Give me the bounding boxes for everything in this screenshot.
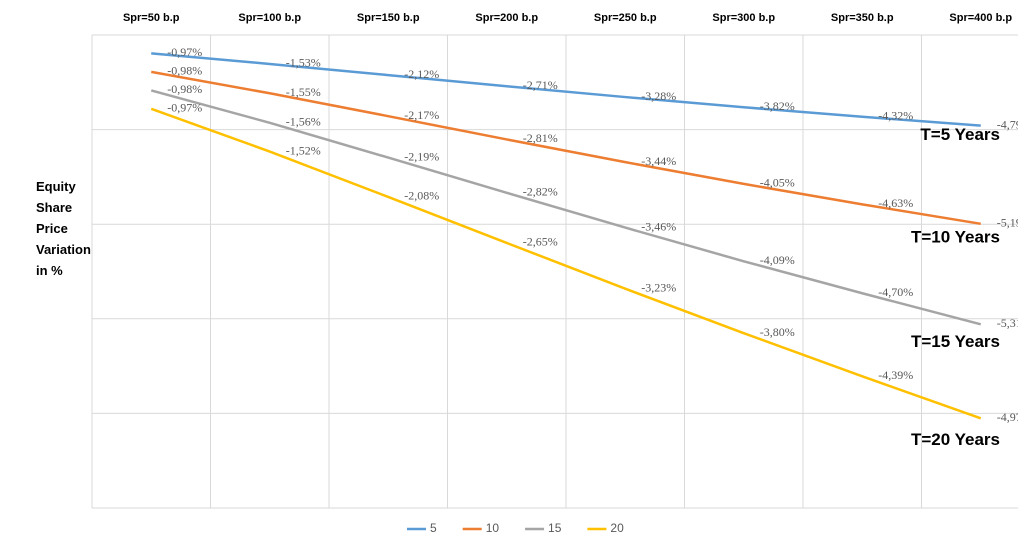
data-label: -2,17% [404, 108, 439, 122]
legend-label: 5 [430, 521, 437, 535]
y-axis-label: Equity Share Price Variation in % [36, 179, 91, 278]
data-label: -4,39% [878, 368, 913, 382]
data-label: -1,56% [286, 115, 321, 129]
line-series [150, 107, 982, 420]
x-tick-label: Spr=150 b.p [357, 12, 420, 24]
legend-label: 10 [486, 521, 500, 535]
data-label: -5,31% [997, 316, 1018, 330]
annotation: T=20 Years [911, 430, 1000, 449]
data-label: -1,55% [286, 85, 321, 99]
data-label: -3,80% [760, 325, 795, 339]
data-label: -4,05% [760, 176, 795, 190]
data-label: -4,32% [878, 108, 913, 122]
data-label: -2,82% [523, 185, 558, 199]
data-label: -3,82% [760, 99, 795, 113]
data-label: -0,97% [167, 45, 202, 59]
data-label: -2,12% [404, 67, 439, 81]
line-series [150, 89, 982, 326]
data-label: -2,65% [523, 235, 558, 249]
data-label: -4,09% [760, 253, 795, 267]
data-label: -0,98% [167, 64, 202, 78]
data-label: -3,44% [641, 154, 676, 168]
x-tick-label: Spr=300 b.p [712, 12, 775, 24]
x-tick-label: Spr=350 b.p [831, 12, 894, 24]
data-label: -3,28% [641, 89, 676, 103]
data-label: -3,23% [641, 280, 676, 294]
x-tick-label: Spr=50 b.p [123, 12, 180, 24]
data-label: -4,97% [997, 410, 1018, 424]
legend-label: 20 [610, 521, 624, 535]
data-label: -0,97% [167, 101, 202, 115]
annotation: T=10 Years [911, 227, 1000, 246]
x-tick-label: Spr=250 b.p [594, 12, 657, 24]
data-label: -4,79% [997, 117, 1018, 131]
x-tick-label: Spr=400 b.p [949, 12, 1012, 24]
data-label: -2,71% [523, 78, 558, 92]
x-tick-label: Spr=200 b.p [475, 12, 538, 24]
data-label: -1,53% [286, 56, 321, 70]
data-label: -1,52% [286, 143, 321, 157]
data-label: -5,19% [997, 216, 1018, 230]
data-label: -0,98% [167, 82, 202, 96]
data-label: -4,63% [878, 196, 913, 210]
legend-label: 15 [548, 521, 562, 535]
line-series [151, 52, 981, 127]
data-label: -4,70% [878, 285, 913, 299]
x-tick-label: Spr=100 b.p [238, 12, 301, 24]
data-label: -3,46% [641, 219, 676, 233]
annotation: T=15 Years [911, 332, 1000, 351]
data-label: -2,08% [404, 189, 439, 203]
data-label: -2,81% [523, 131, 558, 145]
data-label: -2,19% [404, 149, 439, 163]
annotation: T=5 Years [920, 125, 1000, 144]
line-series [151, 70, 981, 226]
